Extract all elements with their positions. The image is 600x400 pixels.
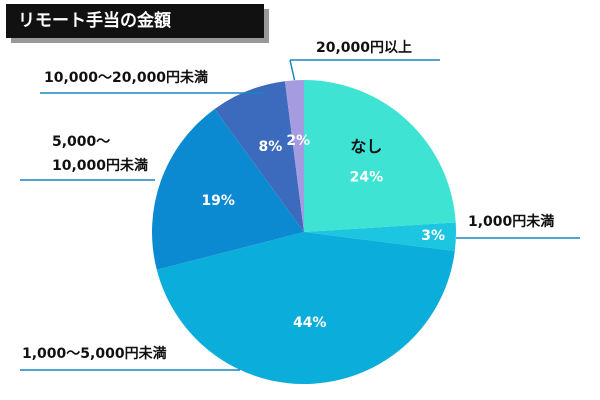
pie-slice	[304, 80, 456, 232]
category-label: 20,000円以上	[316, 40, 413, 56]
data-label: 2%	[286, 133, 310, 149]
data-label: 24%	[350, 170, 384, 186]
chart-title: リモート手当の金額	[6, 4, 264, 38]
category-label: 5,000〜 10,000円未満	[52, 134, 149, 174]
data-label: 3%	[421, 228, 445, 244]
leader-line	[289, 59, 296, 81]
slice-name: なし	[350, 137, 382, 156]
category-label: 1,000〜5,000円未満	[22, 346, 167, 362]
data-label: 8%	[259, 139, 283, 155]
category-label: 1,000円未満	[468, 214, 555, 230]
data-label: 19%	[201, 193, 235, 209]
pie-slice	[284, 80, 304, 232]
pie-slice	[214, 81, 304, 232]
category-label: 10,000〜20,000円未満	[44, 70, 209, 86]
pie-slice	[304, 222, 456, 252]
pie-slice	[152, 109, 304, 270]
pie-slice	[156, 232, 455, 384]
data-label: 44%	[293, 315, 327, 331]
